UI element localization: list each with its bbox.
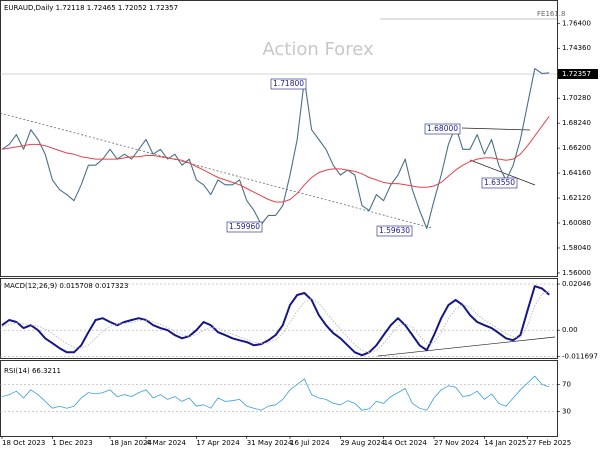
watermark: Action Forex bbox=[262, 39, 374, 60]
frames bbox=[0, 0, 558, 437]
macd-frame bbox=[0, 278, 558, 359]
last-price-box bbox=[558, 69, 598, 79]
annotation-box bbox=[481, 177, 518, 189]
series-line bbox=[1, 290, 550, 354]
annotation-label: 1.59630 bbox=[379, 226, 410, 235]
trend-line bbox=[0, 112, 433, 229]
macd-trend-line bbox=[377, 336, 556, 357]
x-tick-label: 16 Jul 2024 bbox=[290, 439, 330, 447]
annotation-label: 1.68000 bbox=[427, 124, 458, 133]
y-tick-label: 0.00 bbox=[562, 326, 578, 334]
y-tick-label: 1.76400 bbox=[562, 19, 591, 27]
x-tick-label: 1 Dec 2023 bbox=[52, 439, 92, 447]
annotation-label: 1.63550 bbox=[484, 178, 515, 187]
x-tick-label: 17 Apr 2024 bbox=[196, 439, 240, 447]
x-tick-label: 31 May 2024 bbox=[247, 439, 293, 447]
x-tick-label: 14 Oct 2024 bbox=[384, 439, 428, 447]
x-tick-label: 4 Mar 2024 bbox=[146, 439, 186, 447]
y-tick-label: 1.74360 bbox=[562, 44, 591, 52]
y-tick-label: 1.58040 bbox=[562, 244, 591, 252]
fibo-label: FE161.8 bbox=[537, 10, 566, 18]
y-tick-label: 0.02046 bbox=[562, 280, 591, 288]
price-frame bbox=[0, 0, 558, 277]
y-tick-label: 1.70280 bbox=[562, 94, 591, 102]
y-tick-label: 1.60080 bbox=[562, 219, 591, 227]
last-price-label: 1.72357 bbox=[562, 70, 591, 78]
panel-title: MACD(12,26,9) 0.015708 0.017323 bbox=[4, 282, 128, 290]
x-tick-label: 18 Jan 2024 bbox=[110, 439, 153, 447]
x-tick-label: 18 Oct 2023 bbox=[2, 439, 45, 447]
y-tick-label: 30 bbox=[562, 408, 571, 416]
annotation-box bbox=[424, 123, 461, 135]
panel-title: EURAUD,Daily 1.72118 1.72465 1.72052 1.7… bbox=[4, 4, 178, 12]
y-tick-label: 1.56000 bbox=[562, 269, 591, 277]
annotation-label: 1.59960 bbox=[229, 222, 260, 231]
y-tick-label: 1.62120 bbox=[562, 194, 591, 202]
annotation-box bbox=[270, 78, 307, 90]
y-tick-label: 1.68240 bbox=[562, 119, 591, 127]
panel-title: RSI(14) 66.3211 bbox=[4, 367, 61, 375]
rsi-frame bbox=[0, 360, 558, 437]
x-tick-label: 27 Nov 2024 bbox=[434, 439, 479, 447]
y-tick-label: -0.011697 bbox=[562, 353, 598, 361]
annotation-box bbox=[226, 221, 263, 233]
y-tick-label: 70 bbox=[562, 380, 571, 388]
annotation-box bbox=[376, 225, 413, 237]
y-tick-label: 1.66200 bbox=[562, 144, 591, 152]
x-tick-label: 29 Aug 2024 bbox=[340, 439, 385, 447]
series-line bbox=[1, 285, 550, 357]
series-line bbox=[1, 116, 550, 203]
y-tick-label: 1.64160 bbox=[562, 169, 591, 177]
triangle-line bbox=[461, 127, 531, 131]
annotation-label: 1.71800 bbox=[273, 79, 304, 88]
x-tick-label: 14 Jan 2025 bbox=[484, 439, 526, 447]
series-line bbox=[1, 375, 550, 411]
x-tick-label: 27 Feb 2025 bbox=[528, 439, 572, 447]
